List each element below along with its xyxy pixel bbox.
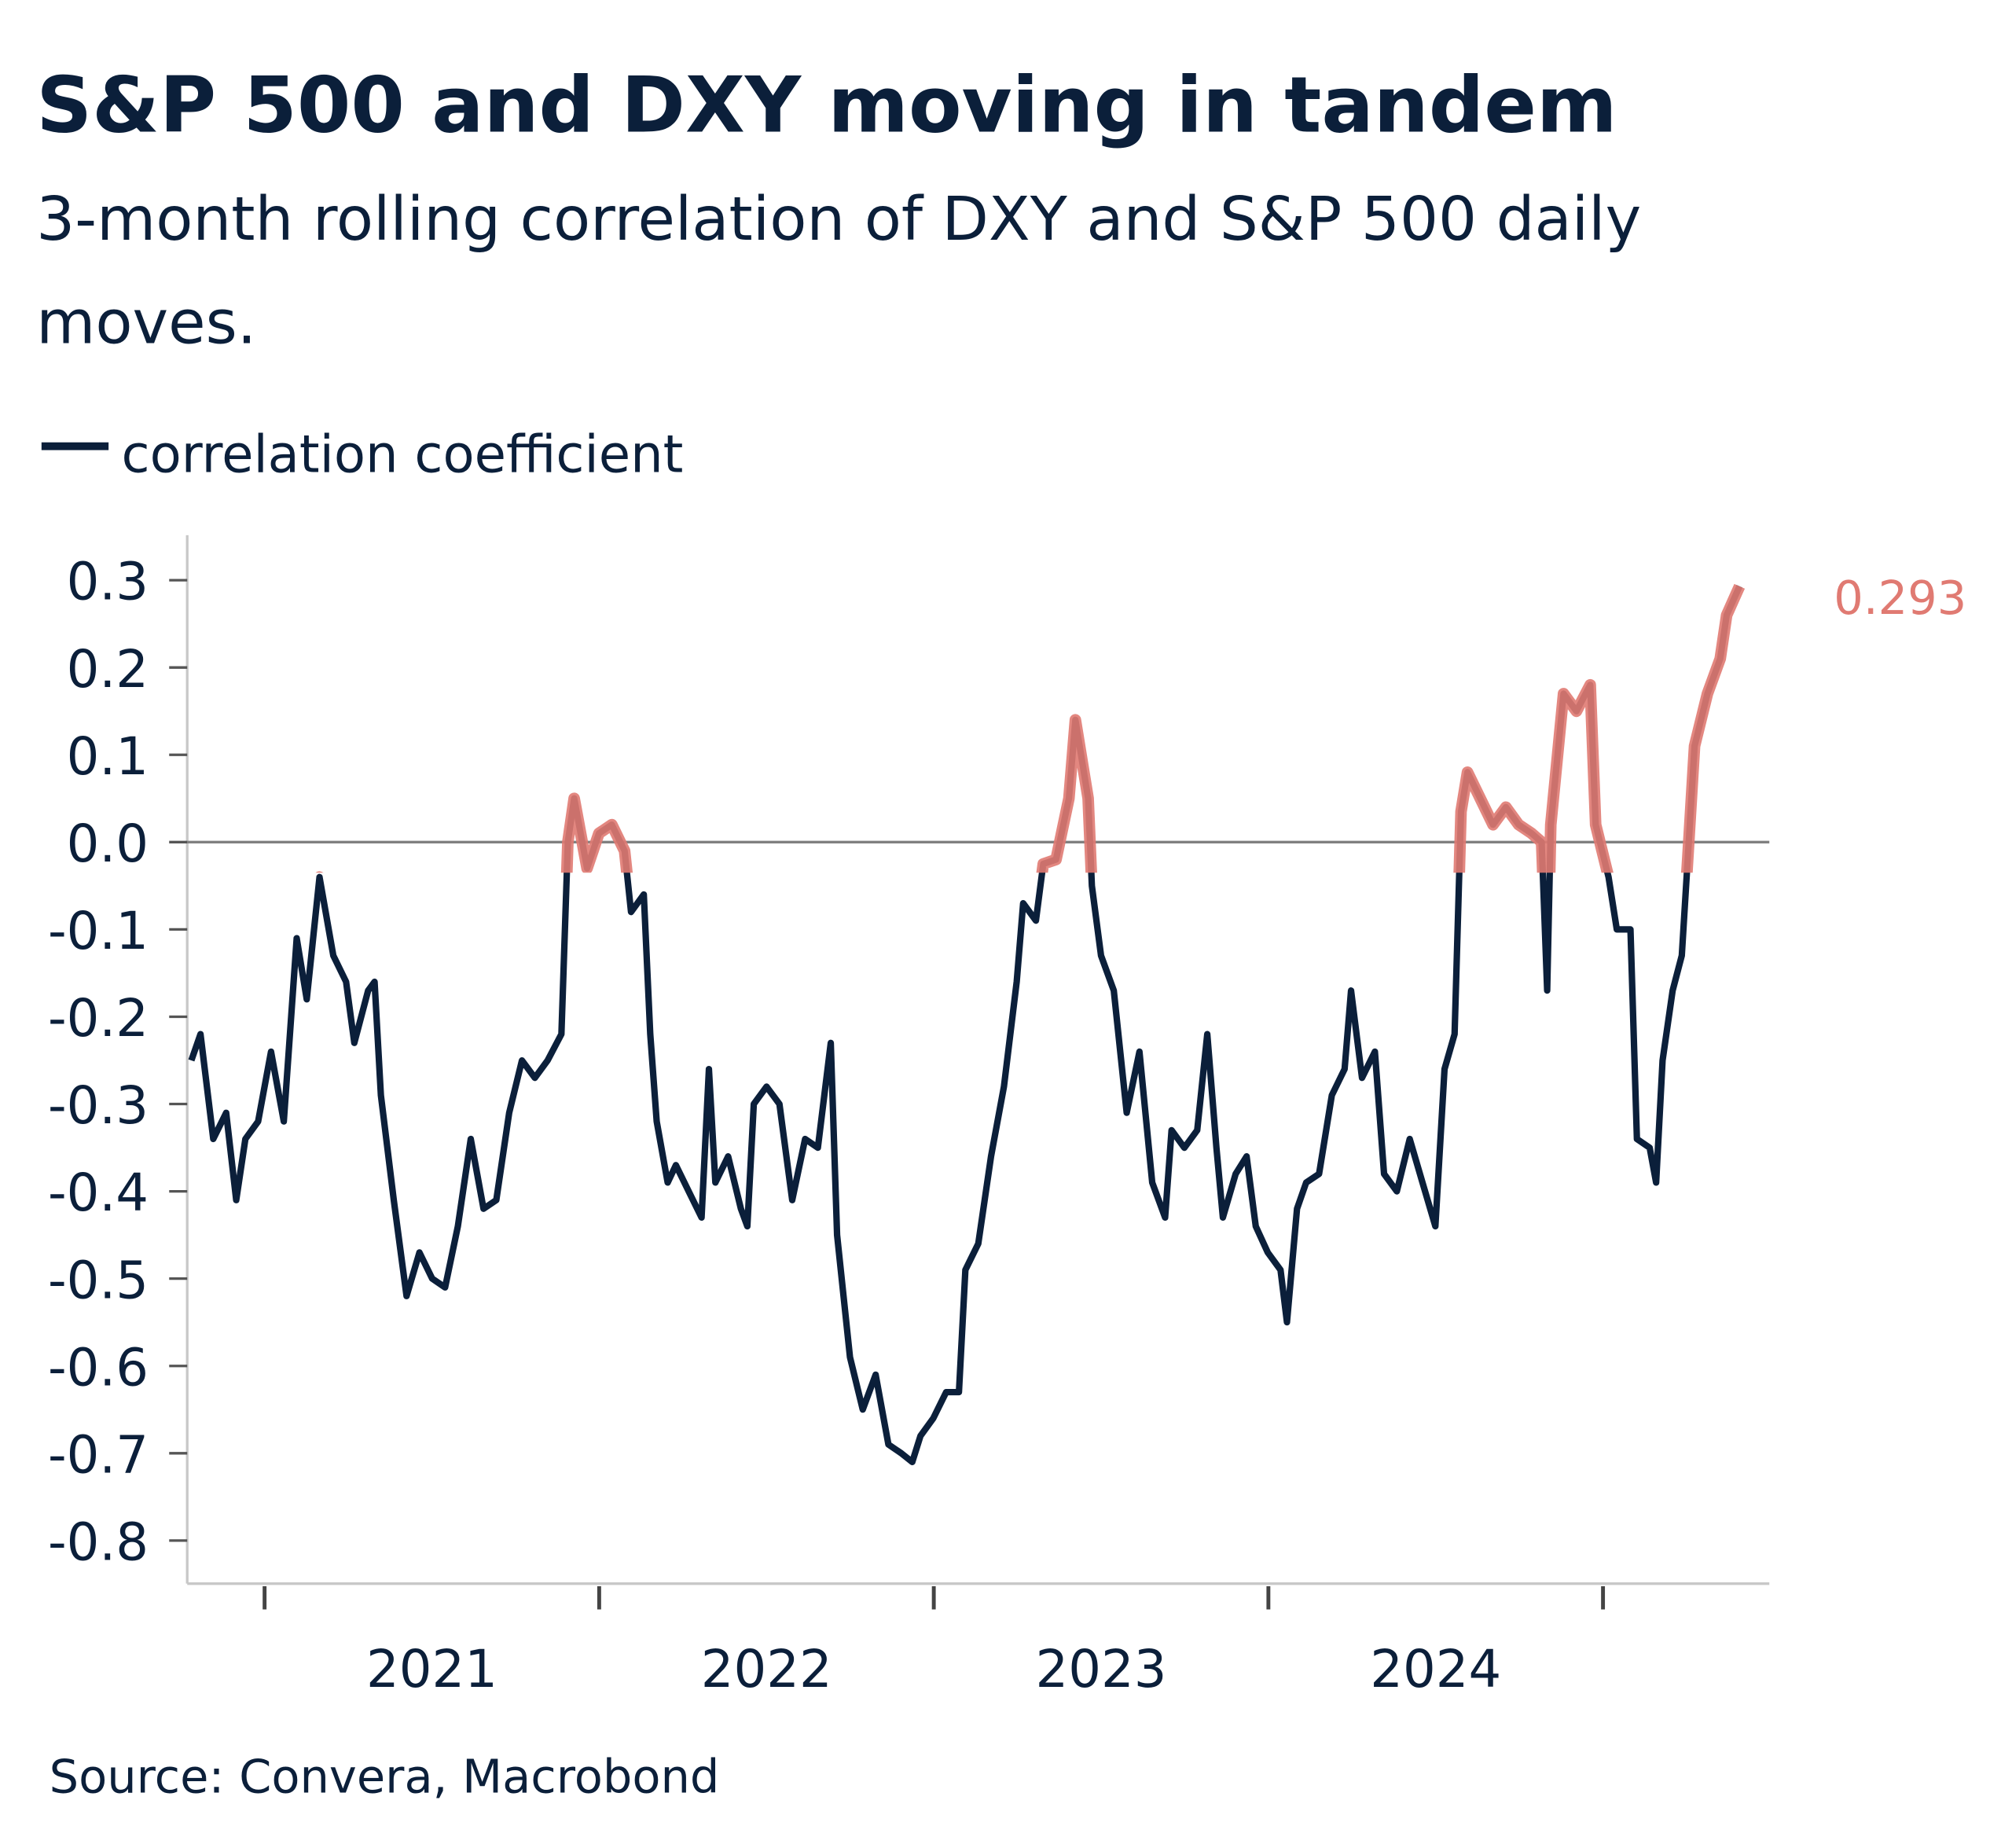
chart-subtitle-line2: moves. — [36, 287, 256, 358]
chart-title: S&P 500 and DXY moving in tandem — [36, 61, 1617, 150]
y-tick-label: 0.0 — [67, 814, 149, 874]
y-tick-label: -0.4 — [48, 1163, 149, 1223]
end-value-label: 0.293 — [1834, 571, 1966, 625]
y-tick-label: -0.2 — [48, 989, 149, 1049]
y-tick-label: -0.1 — [48, 902, 149, 961]
y-tick-label: 0.2 — [67, 640, 149, 700]
series-line — [188, 585, 1743, 1466]
x-tick-label: 2022 — [701, 1640, 832, 1699]
y-tick-label: -0.8 — [48, 1512, 149, 1572]
source-note: Source: Convera, Macrobond — [50, 1749, 720, 1803]
legend-label: correlation coefficient — [122, 424, 684, 484]
y-tick-label: -0.3 — [48, 1076, 149, 1136]
positive-highlight-line — [315, 583, 1746, 873]
y-tick-label: -0.6 — [48, 1338, 149, 1398]
x-tick-label: 2023 — [1036, 1640, 1167, 1699]
chart-subtitle-line1: 3-month rolling correlation of DXY and S… — [36, 184, 1641, 255]
y-tick-label: -0.5 — [48, 1251, 149, 1310]
y-tick-label: -0.7 — [48, 1425, 149, 1485]
x-tick-label: 2021 — [366, 1640, 497, 1699]
y-tick-label: 0.1 — [67, 727, 149, 787]
y-tick-label: 0.3 — [67, 553, 149, 612]
x-tick-label: 2024 — [1370, 1640, 1501, 1699]
